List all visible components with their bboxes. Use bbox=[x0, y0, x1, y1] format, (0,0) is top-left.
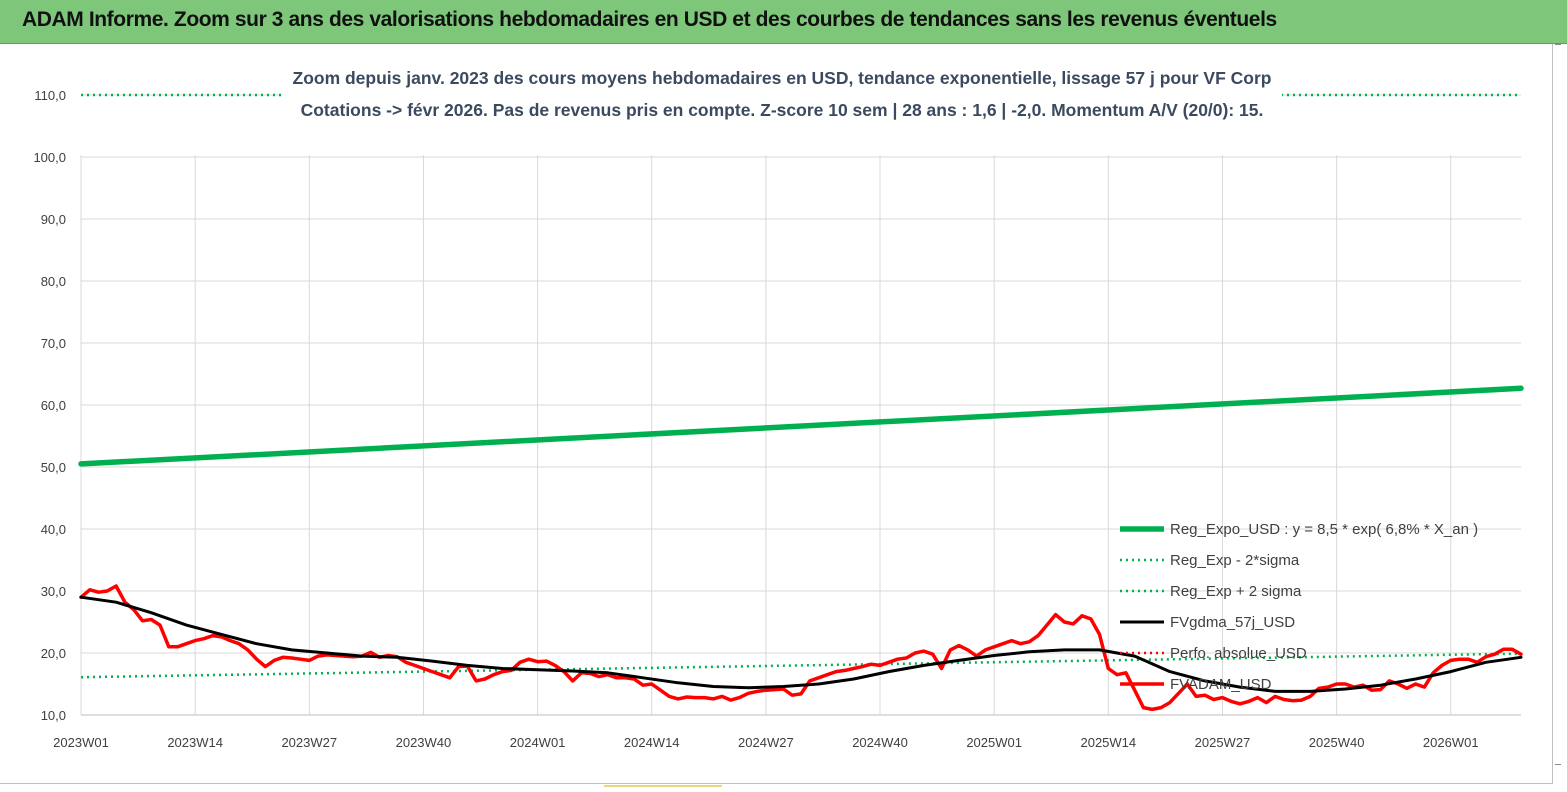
legend-label: FVgdma_57j_USD bbox=[1170, 614, 1295, 631]
y-tick-label: 20,0 bbox=[41, 646, 66, 661]
legend-label: Reg_Exp + 2 sigma bbox=[1170, 583, 1302, 600]
y-tick-label: 60,0 bbox=[41, 398, 66, 413]
x-tick-label: 2023W14 bbox=[167, 735, 223, 750]
banner-title: ADAM Informe. Zoom sur 3 ans des valoris… bbox=[22, 8, 1277, 31]
chart-frame bbox=[0, 44, 1553, 784]
series-line-1 bbox=[80, 652, 1522, 679]
series-line-0 bbox=[78, 385, 1524, 467]
x-tick-label: 2023W27 bbox=[281, 735, 337, 750]
axis-labels: 10,0 20,0 30,0 40,0 50,0 60,0 70,0 80,0 90,0 100,… bbox=[33, 88, 1478, 750]
legend: Reg_Expo_USD : y = 8,5 * exp( 6,8% * X_a… bbox=[1120, 521, 1478, 693]
legend-label: Reg_Expo_USD : y = 8,5 * exp( 6,8% * X_a… bbox=[1170, 521, 1478, 538]
x-tick-label: 2023W40 bbox=[396, 735, 452, 750]
y-tick-label: 80,0 bbox=[41, 274, 66, 289]
y-tick-label: 40,0 bbox=[41, 522, 66, 537]
chart-title: Zoom depuis janv. 2023 des cours moyens … bbox=[293, 68, 1272, 88]
y-tick-label: 90,0 bbox=[41, 212, 66, 227]
x-tick-label: 2025W01 bbox=[966, 735, 1022, 750]
x-tick-label: 2024W14 bbox=[624, 735, 680, 750]
title-banner: ADAM Informe. Zoom sur 3 ans des valoris… bbox=[0, 0, 1567, 44]
series-line-3 bbox=[79, 595, 1523, 693]
y-tick-label: 30,0 bbox=[41, 584, 66, 599]
y-tick-label: 70,0 bbox=[41, 336, 66, 351]
legend-label: Perfo. absolue_USD bbox=[1170, 645, 1307, 662]
x-tick-label: 2025W27 bbox=[1195, 735, 1251, 750]
x-tick-label: 2023W01 bbox=[53, 735, 109, 750]
legend-label: FVADAM_USD bbox=[1170, 676, 1272, 693]
grid-lines bbox=[80, 94, 1521, 716]
x-tick-label: 2024W27 bbox=[738, 735, 794, 750]
x-tick-label: 2026W01 bbox=[1423, 735, 1479, 750]
right-scroll-strip bbox=[1555, 44, 1567, 792]
legend-label: Reg_Exp - 2*sigma bbox=[1170, 552, 1300, 569]
chart-title-background bbox=[282, 58, 1282, 124]
series-lines bbox=[78, 93, 1524, 712]
y-tick-label: 50,0 bbox=[41, 460, 66, 475]
x-tick-label: 2024W40 bbox=[852, 735, 908, 750]
bottom-accent bbox=[604, 785, 722, 787]
y-tick-label: 10,0 bbox=[41, 708, 66, 723]
series-line-5 bbox=[79, 584, 1523, 712]
x-tick-label: 2025W14 bbox=[1080, 735, 1136, 750]
x-tick-label: 2024W01 bbox=[510, 735, 566, 750]
x-tick-label: 2025W40 bbox=[1309, 735, 1365, 750]
chart-subtitle: Cotations -> févr 2026. Pas de revenus p… bbox=[301, 100, 1264, 120]
y-tick-label: 100,0 bbox=[33, 150, 66, 165]
y-tick-label: 110,0 bbox=[34, 88, 66, 103]
